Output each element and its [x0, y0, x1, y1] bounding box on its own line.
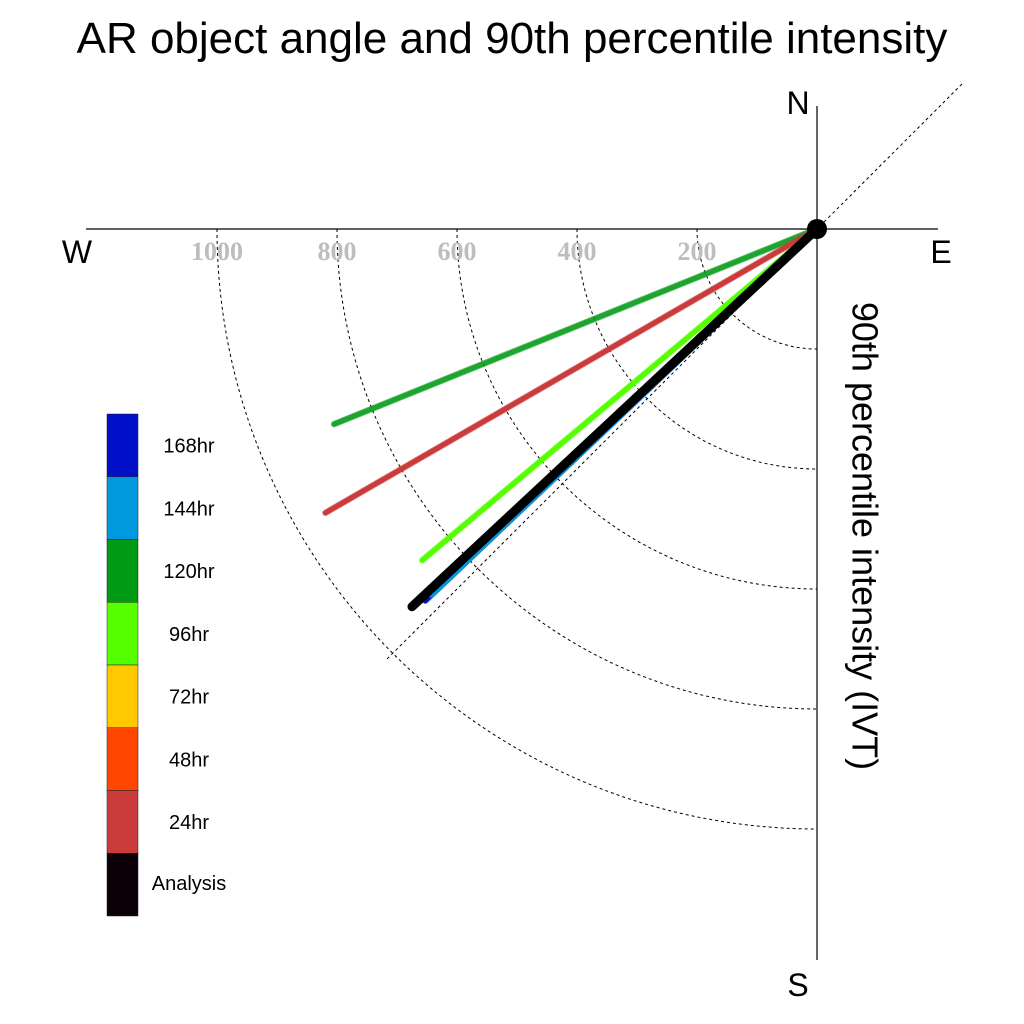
legend-swatch-120hr	[106, 539, 139, 603]
legend-swatch-24hr	[106, 790, 139, 854]
legend-label-Analysis: Analysis	[152, 873, 226, 895]
series-line-120hr	[331, 226, 820, 427]
legend-swatch-Analysis	[106, 853, 139, 917]
grid-layer	[216, 83, 963, 830]
origin-marker	[807, 219, 827, 239]
chart-title: AR object angle and 90th percentile inte…	[76, 14, 948, 63]
legend-swatch-96hr	[106, 602, 139, 666]
legend-swatch-168hr	[106, 413, 139, 477]
legend-label-96hr: 96hr	[169, 624, 209, 646]
axes-layer	[86, 106, 938, 960]
legend-label-24hr: 24hr	[169, 812, 209, 834]
legend-label-48hr: 48hr	[169, 749, 209, 771]
grid-arc-1000	[216, 228, 818, 830]
tick-label-200: 200	[678, 237, 717, 266]
legend-label-72hr: 72hr	[169, 687, 209, 709]
compass-east: E	[930, 234, 951, 270]
tick-label-400: 400	[558, 237, 597, 266]
diagonal-reference-line	[385, 83, 963, 661]
compass-north: N	[786, 85, 809, 121]
legend-swatch-72hr	[106, 664, 139, 728]
tick-label-800: 800	[318, 237, 357, 266]
tick-label-600: 600	[438, 237, 477, 266]
compass-south: S	[787, 967, 808, 1003]
radial-axis-title: 90th percentile intensity (IVT)	[844, 302, 885, 770]
legend-label-120hr: 120hr	[163, 561, 214, 583]
compass-west: W	[62, 234, 93, 270]
legend-swatch-48hr	[106, 727, 139, 791]
series-line-Analysis	[407, 224, 822, 612]
legend: 168hr 144hr 120hr 96hr 72hr 48hr 24hr Analysis	[106, 413, 226, 917]
legend-swatch-144hr	[106, 476, 139, 540]
series-layer	[322, 224, 822, 612]
legend-label-168hr: 168hr	[163, 436, 214, 458]
ticks-layer: 200 400 600 800 1000	[191, 237, 717, 266]
grid-arc-200	[696, 228, 818, 350]
tick-label-1000: 1000	[191, 237, 243, 266]
legend-label-144hr: 144hr	[163, 498, 214, 520]
series-line-24hr	[322, 226, 820, 516]
